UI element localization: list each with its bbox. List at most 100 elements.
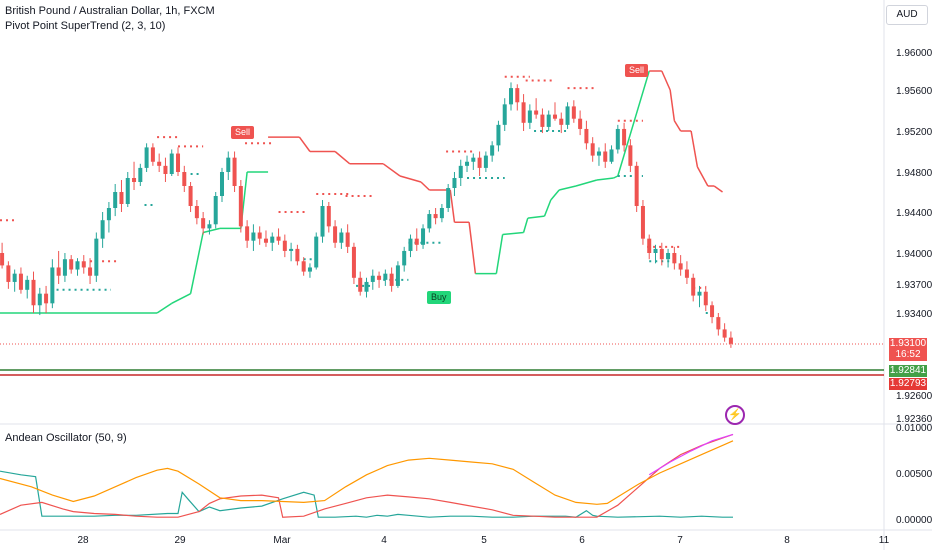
supertrend-segment — [449, 189, 456, 223]
candle-body — [402, 250, 407, 266]
osc-series-bear — [0, 433, 734, 518]
supertrend-segment — [559, 185, 577, 191]
candle-body — [546, 114, 551, 127]
candle-body — [684, 269, 689, 278]
lightning-icon[interactable]: ⚡ — [725, 405, 745, 425]
candle-body — [320, 206, 325, 237]
candle-body — [703, 291, 708, 306]
candle-body — [345, 232, 350, 247]
candle-body — [452, 178, 457, 188]
red-line-price-tag: 1.92793 — [889, 378, 927, 390]
candle-body — [527, 110, 532, 123]
indicator-title[interactable]: Pivot Point SuperTrend (2, 3, 10) — [5, 20, 166, 32]
candle-body — [307, 267, 312, 272]
candle-body — [289, 248, 294, 251]
supertrend-segment — [334, 150, 351, 165]
supertrend-segment — [468, 222, 477, 274]
last-price-tag: 1.93100 — [889, 338, 927, 350]
candle-body — [672, 253, 677, 264]
candle-body — [728, 337, 733, 344]
candle-body — [565, 106, 570, 125]
candle-body — [263, 238, 268, 243]
candle-body — [50, 267, 55, 304]
candle-body — [716, 317, 721, 330]
supertrend-segment — [382, 163, 401, 177]
candle-body — [301, 261, 306, 272]
candle-body — [25, 279, 30, 290]
candle-body — [81, 261, 86, 268]
price-tick-label: 1.95200 — [896, 127, 932, 138]
candle-body — [521, 102, 526, 123]
candle-body — [458, 165, 463, 178]
time-tick-label: 7 — [677, 535, 683, 546]
candle-body — [88, 267, 93, 276]
candle-body — [666, 253, 671, 260]
candle-body — [314, 236, 319, 268]
osc-series-signal — [0, 440, 734, 505]
candle-body — [358, 277, 363, 292]
time-tick-label: 4 — [381, 535, 387, 546]
candle-body — [182, 172, 187, 186]
supertrend-segment — [399, 175, 422, 183]
buy-signal-label: Buy — [427, 291, 451, 304]
candle-body — [471, 157, 476, 162]
candle-body — [69, 259, 74, 270]
candle-body — [540, 114, 545, 127]
candle-body — [659, 248, 664, 260]
price-tick-label: 1.93400 — [896, 309, 932, 320]
candle-body — [534, 110, 539, 115]
candle-body — [295, 248, 300, 262]
symbol-title[interactable]: British Pound / Australian Dollar, 1h, F… — [5, 5, 215, 17]
candle-body — [496, 124, 501, 146]
candle-body — [603, 151, 608, 162]
time-tick-label: 6 — [579, 535, 585, 546]
supertrend-segment — [420, 181, 430, 191]
supertrend-segment — [202, 227, 221, 234]
price-tick-label: 1.92360 — [896, 414, 932, 425]
candle-body — [515, 88, 520, 103]
time-tick-label: 8 — [784, 535, 790, 546]
candle-body — [647, 238, 652, 253]
supertrend-segment — [617, 70, 650, 177]
countdown-tag: 16:52 — [889, 349, 927, 361]
candle-body — [113, 192, 118, 208]
osc-tick-label: 0.00000 — [896, 515, 932, 526]
price-tick-label: 1.92600 — [896, 391, 932, 402]
green-line-price-tag: 1.92841 — [889, 365, 927, 377]
supertrend-segment — [596, 177, 614, 181]
candle-body — [389, 273, 394, 286]
time-tick-label: 11 — [879, 535, 890, 546]
candle-body — [12, 273, 17, 282]
candle-body — [483, 155, 488, 168]
candle-body — [433, 214, 438, 219]
supertrend-segment — [613, 175, 619, 179]
oscillator-title[interactable]: Andean Oscillator (50, 9) — [5, 432, 127, 444]
time-tick-label: Mar — [273, 535, 291, 546]
candle-body — [0, 253, 5, 266]
candle-body — [628, 145, 633, 166]
candle-body — [427, 214, 432, 229]
candle-body — [446, 188, 451, 208]
candle-body — [653, 248, 658, 253]
osc-series-upper — [648, 433, 734, 476]
candle-body — [326, 206, 331, 227]
candle-body — [552, 114, 557, 119]
candle-body — [439, 208, 444, 219]
candle-body — [125, 178, 130, 204]
candle-body — [609, 149, 614, 162]
candle-body — [710, 305, 715, 318]
candle-body — [615, 128, 620, 150]
candle-body — [395, 265, 400, 286]
currency-button[interactable]: AUD — [886, 5, 928, 25]
candle-body — [6, 265, 11, 282]
candle-body — [490, 145, 495, 156]
candle-body — [75, 261, 80, 270]
candle-body — [31, 279, 36, 306]
candle-body — [157, 161, 162, 166]
candle-body — [44, 293, 49, 304]
candle-body — [339, 232, 344, 243]
candle-body — [94, 238, 99, 276]
candle-body — [100, 220, 105, 239]
candle-body — [194, 206, 199, 219]
supertrend-segment — [522, 217, 529, 233]
